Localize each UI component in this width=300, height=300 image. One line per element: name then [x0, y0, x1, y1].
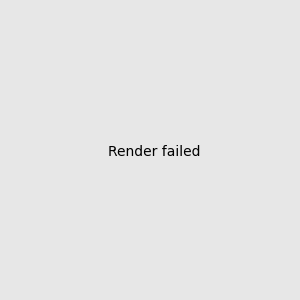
Text: Render failed: Render failed — [107, 145, 200, 158]
